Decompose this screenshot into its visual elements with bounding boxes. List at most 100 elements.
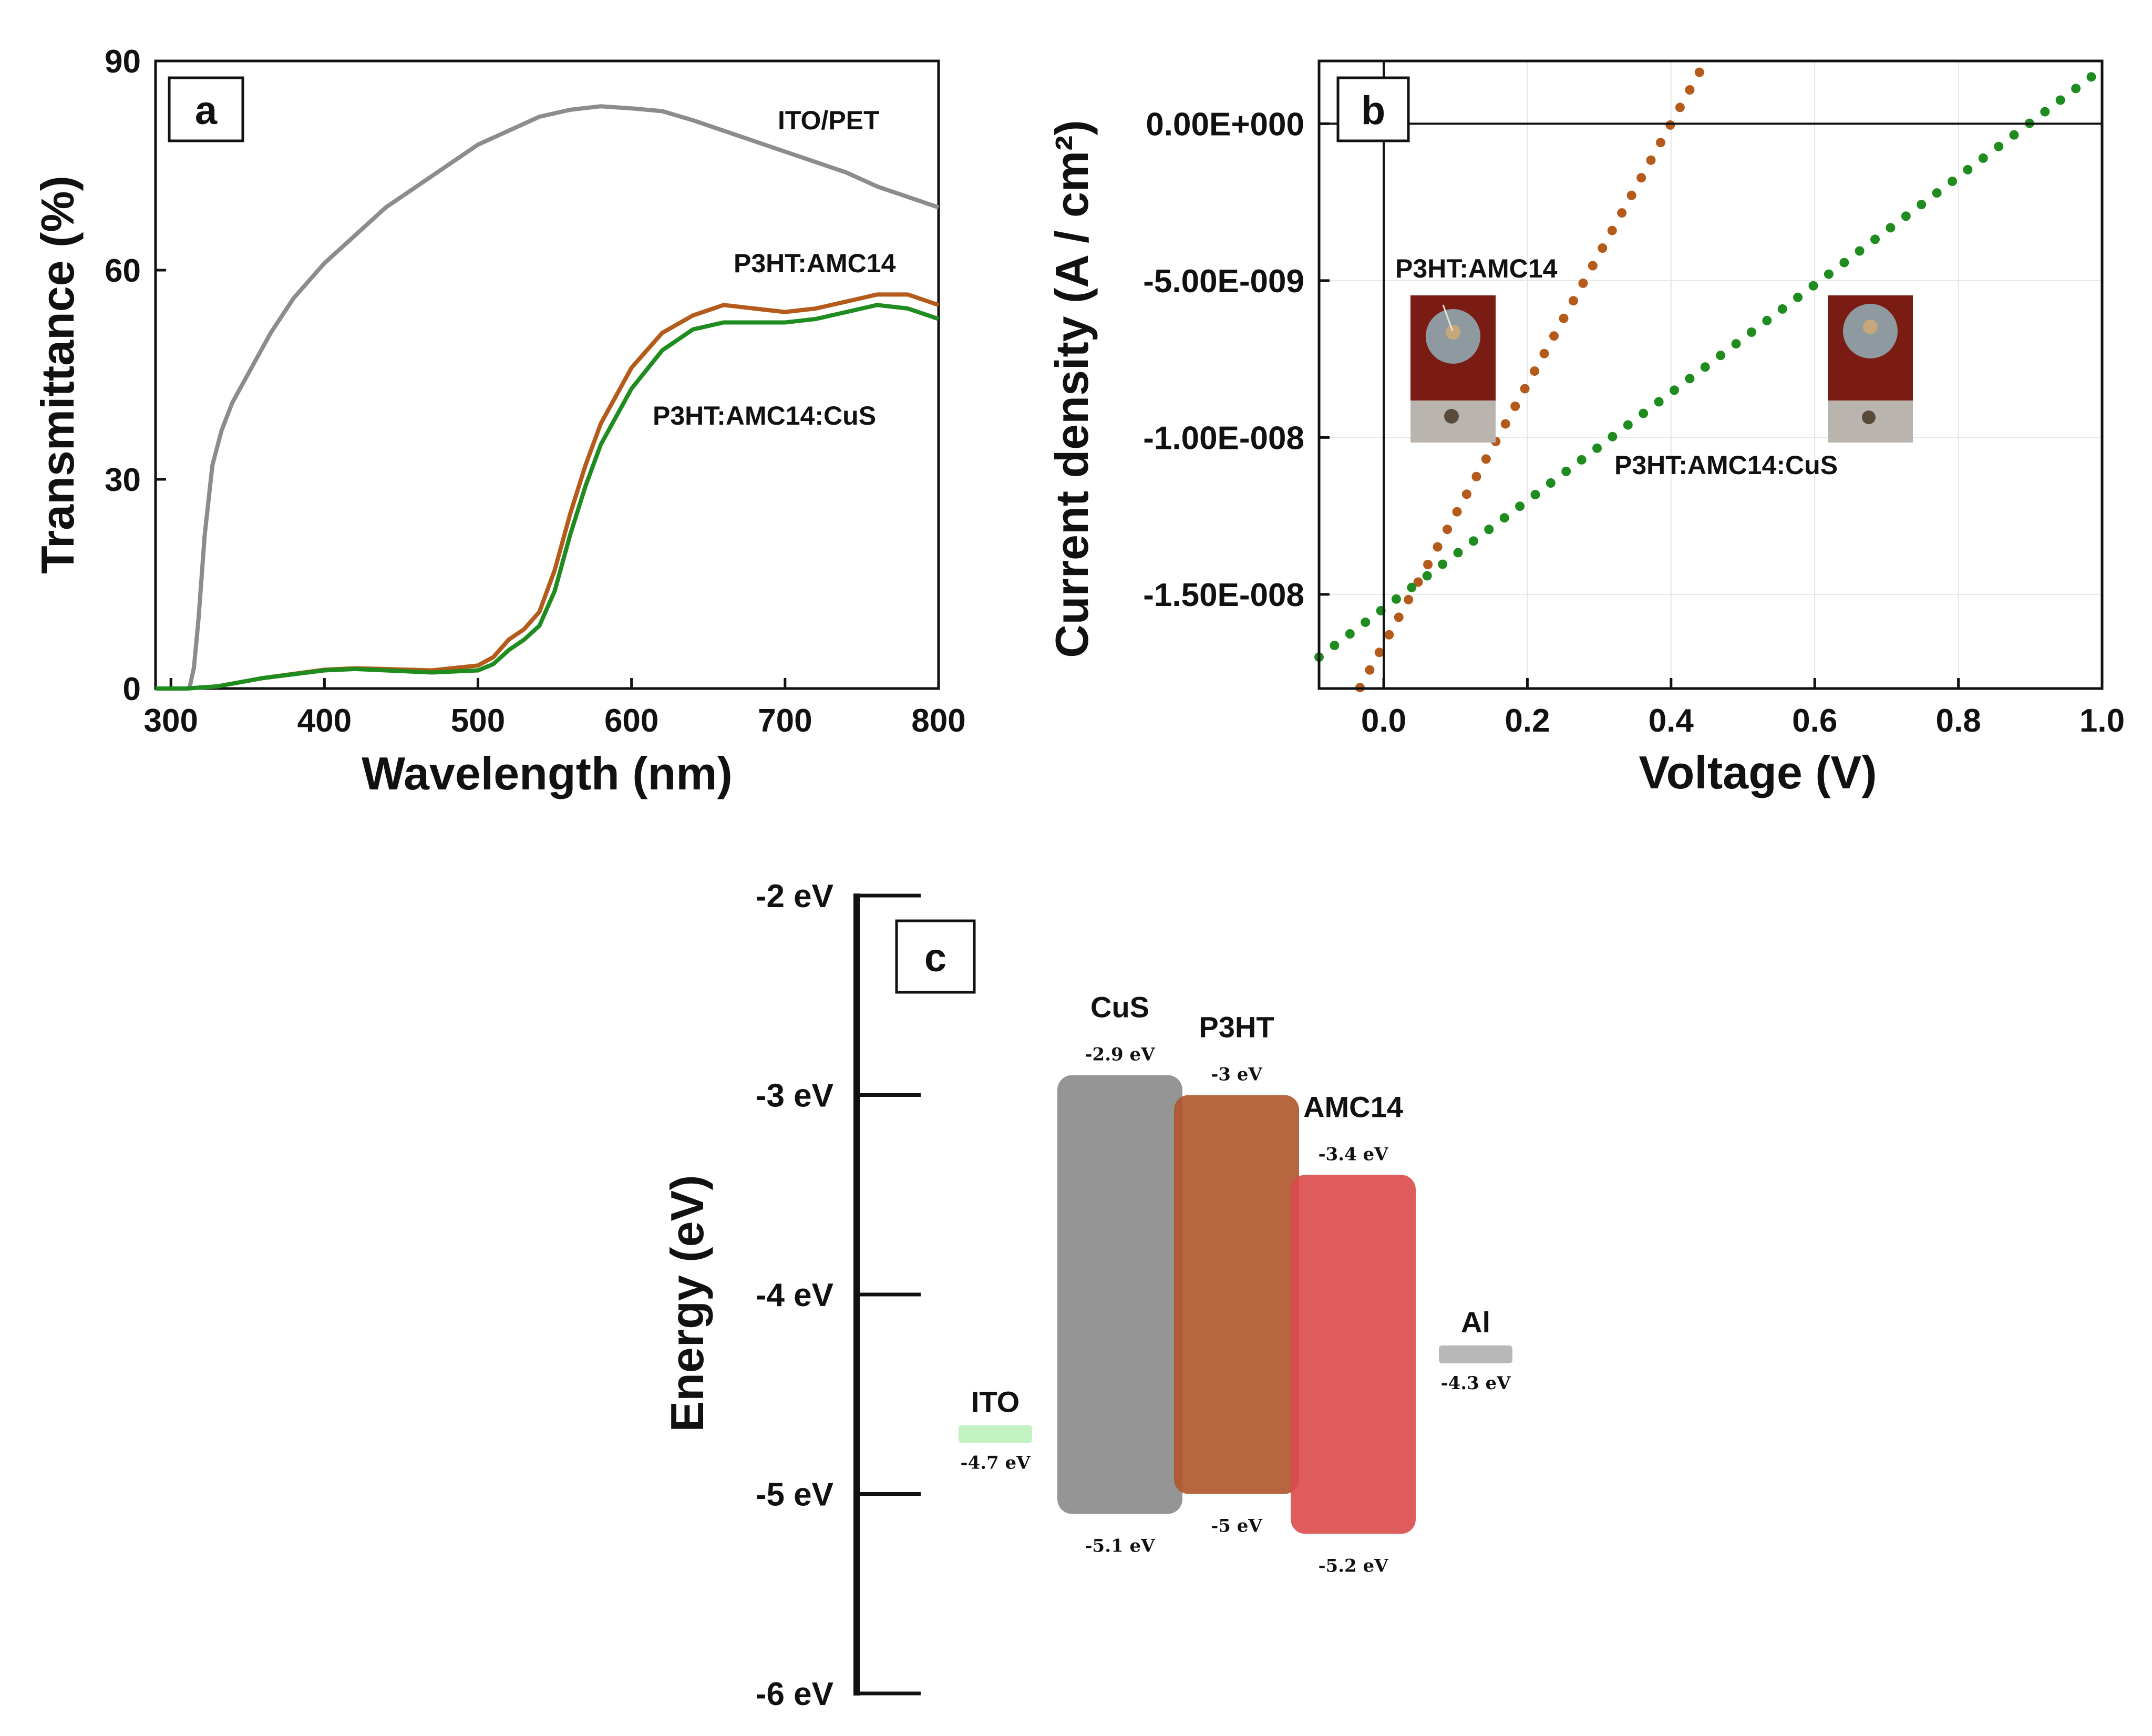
panel-b-point-series-0 bbox=[1598, 243, 1608, 253]
panel-b-frame bbox=[1317, 59, 2104, 690]
panel-b-point-series-1 bbox=[1530, 490, 1540, 500]
energy-tick-label: -6 eV bbox=[756, 1676, 833, 1712]
panel-b-point-series-0 bbox=[1568, 296, 1578, 306]
electrode-al bbox=[1439, 1345, 1512, 1363]
panel-b-xtick-label: 0.4 bbox=[1649, 703, 1694, 739]
panel-b-point-series-0 bbox=[1549, 331, 1559, 341]
panel-b-point-series-1 bbox=[1886, 223, 1896, 233]
panel-a-ytick-label: 30 bbox=[105, 462, 141, 498]
panel-b-point-series-0 bbox=[1365, 665, 1375, 675]
panel-a-series-0 bbox=[156, 104, 940, 691]
panel-b-point-series-1 bbox=[1345, 629, 1355, 639]
device-photo-p3ht-amc14-cus bbox=[1828, 295, 1913, 443]
panel-b-point-series-0 bbox=[1685, 85, 1695, 95]
photo-2-contact bbox=[1863, 320, 1878, 334]
panel-b-point-series-1 bbox=[1731, 339, 1741, 349]
electrode-level-al: -4.3 eV bbox=[1440, 1373, 1511, 1394]
energy-tick-label: -4 eV bbox=[756, 1277, 833, 1313]
panel-b-point-series-1 bbox=[1932, 188, 1942, 198]
panel-b-point-series-1 bbox=[1654, 397, 1664, 407]
device-photo-p3ht-amc14 bbox=[1410, 295, 1496, 443]
panel-b: b 0.0 0.2 0.4 0.6 0.8 1.0 0.00E+000 -5.00E-009 -… bbox=[1046, 59, 2125, 798]
panel-b-xtick-label: 0.6 bbox=[1792, 703, 1837, 739]
panel-b-point-series-1 bbox=[1361, 617, 1371, 627]
panel-b-point-series-0 bbox=[1675, 102, 1685, 112]
panel-a-curves bbox=[156, 104, 940, 691]
photo-1-contact bbox=[1446, 325, 1460, 340]
energy-axis-ticks: -2 eV -3 eV -4 eV -5 eV -6 eV bbox=[756, 878, 921, 1712]
band-bottom-level-cus: -5.1 eV bbox=[1085, 1535, 1155, 1556]
panel-b-letter: b bbox=[1361, 88, 1385, 133]
panel-b-point-series-0 bbox=[1588, 261, 1598, 271]
panel-a-xtick-label: 600 bbox=[604, 703, 658, 739]
band-p3ht bbox=[1174, 1095, 1299, 1494]
panel-b-xtick-label: 0.0 bbox=[1361, 703, 1406, 739]
panel-b-point-series-1 bbox=[1499, 513, 1509, 523]
panel-b-point-series-1 bbox=[1623, 420, 1633, 430]
electrode-name-ito: ITO bbox=[971, 1385, 1020, 1419]
panel-b-point-series-1 bbox=[1561, 466, 1571, 476]
band-amc14 bbox=[1291, 1175, 1416, 1534]
panel-b-xtick-label: 1.0 bbox=[2079, 703, 2125, 739]
panel-b-point-series-0 bbox=[1607, 225, 1617, 235]
panel-b-point-series-1 bbox=[1438, 559, 1448, 569]
panel-b-point-series-0 bbox=[1471, 471, 1481, 481]
panel-b-point-series-0 bbox=[1510, 402, 1520, 411]
panel-b-point-series-1 bbox=[1917, 200, 1927, 210]
photo-2-contact-lower bbox=[1862, 410, 1876, 424]
band-bottom-level-p3ht: -5 eV bbox=[1211, 1516, 1262, 1537]
panel-a-letter-box bbox=[168, 76, 244, 142]
panel-b-point-series-1 bbox=[1608, 432, 1618, 441]
panel-a-ylabel: Transmittance (%) bbox=[32, 176, 84, 574]
panel-b-point-series-1 bbox=[1994, 141, 2004, 151]
band-name-p3ht: P3HT bbox=[1199, 1011, 1274, 1044]
panel-b-point-series-1 bbox=[1670, 385, 1679, 395]
band-name-amc14: AMC14 bbox=[1303, 1090, 1403, 1123]
panel-b-point-series-1 bbox=[1855, 246, 1865, 256]
panel-b-ticks: 0.0 0.2 0.4 0.6 0.8 1.0 0.00E+000 -5.00E-009 -1.… bbox=[1143, 106, 2125, 739]
band-bottom-level-amc14: -5.2 eV bbox=[1318, 1555, 1388, 1576]
panel-b-zero-lines bbox=[1319, 61, 2102, 689]
label-ito-pet: ITO/PET bbox=[778, 106, 880, 135]
electrode-name-al: Al bbox=[1461, 1306, 1490, 1339]
panel-b-point-series-0 bbox=[1539, 348, 1549, 358]
panel-b-point-series-0 bbox=[1461, 489, 1471, 499]
panel-b-point-series-0 bbox=[1665, 120, 1675, 130]
panel-b-point-series-1 bbox=[1391, 594, 1401, 604]
label-p3ht-amc14-cus-a: P3HT:AMC14:CuS bbox=[653, 401, 876, 430]
panel-b-xtick-label: 0.2 bbox=[1505, 703, 1550, 739]
panel-b-ytick-label: -1.00E-008 bbox=[1143, 420, 1304, 456]
panel-c: -2 eV-3 eV-4 eV-5 eV-6 eV Energy (eV) c … bbox=[661, 878, 1512, 1712]
panel-b-point-series-0 bbox=[1530, 366, 1540, 376]
panel-b-point-series-1 bbox=[1746, 327, 1756, 337]
panel-b-point-series-1 bbox=[1515, 501, 1525, 511]
photo-1-wire bbox=[1442, 304, 1454, 332]
panel-b-point-series-1 bbox=[2040, 107, 2050, 117]
panel-b-point-series-0 bbox=[1423, 560, 1433, 570]
band-top-level-amc14: -3.4 eV bbox=[1318, 1144, 1388, 1165]
panel-b-point-series-1 bbox=[1808, 281, 1818, 291]
panel-b-point-series-1 bbox=[1484, 525, 1494, 535]
panel-b-point-series-1 bbox=[1592, 443, 1602, 453]
panel-b-point-series-1 bbox=[1793, 292, 1803, 302]
panel-b-point-series-0 bbox=[1617, 208, 1627, 218]
panel-b-point-series-0 bbox=[1413, 577, 1423, 587]
panel-b-point-series-0 bbox=[1500, 419, 1510, 429]
panel-b-point-series-1 bbox=[1407, 582, 1417, 592]
panel-b-point-series-0 bbox=[1374, 648, 1384, 658]
panel-a-ytick-label: 60 bbox=[105, 253, 141, 289]
panel-a-ytick-label: 90 bbox=[105, 44, 141, 80]
band-top-level-cus: -2.9 eV bbox=[1085, 1044, 1155, 1065]
panel-b-point-series-0 bbox=[1384, 630, 1394, 640]
panel-b-xlabel: Voltage (V) bbox=[1639, 746, 1877, 798]
panel-b-point-series-0 bbox=[1443, 525, 1452, 535]
photo-1-contact-lower bbox=[1444, 409, 1459, 424]
panel-b-ylabel: Current density (A / cm²) bbox=[1046, 120, 1098, 658]
panel-b-point-series-0 bbox=[1578, 278, 1588, 288]
panel-b-point-series-1 bbox=[1639, 408, 1649, 418]
electrode-level-ito: -4.7 eV bbox=[960, 1453, 1031, 1474]
energy-bands: CuS -2.9 eV -5.1 eV P3HT -3 eV -5 eV AMC14 -3.4… bbox=[959, 991, 1512, 1576]
panel-b-ytick-label: -5.00E-009 bbox=[1143, 263, 1304, 300]
panel-b-point-series-1 bbox=[1901, 211, 1911, 221]
